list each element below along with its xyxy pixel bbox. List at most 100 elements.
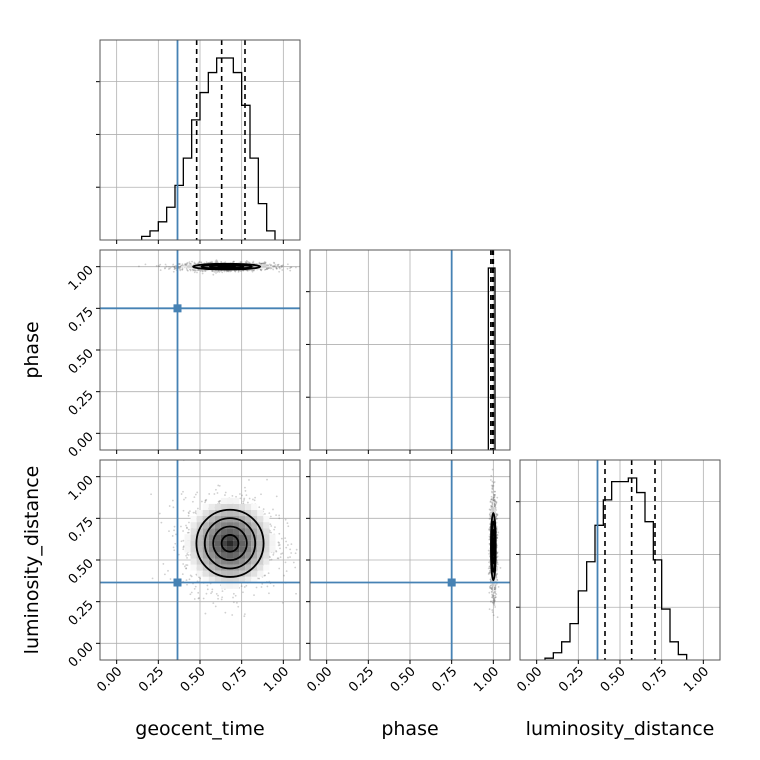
density-cell bbox=[263, 558, 270, 565]
sample-point bbox=[160, 521, 163, 524]
sample-point bbox=[490, 501, 493, 504]
sample-point bbox=[488, 517, 491, 520]
density-cell bbox=[214, 509, 221, 517]
sample-point bbox=[204, 500, 207, 502]
sample-point bbox=[181, 267, 184, 270]
sample-point bbox=[204, 270, 207, 272]
density-cell bbox=[260, 265, 267, 267]
sample-point bbox=[158, 265, 161, 268]
sample-point bbox=[224, 491, 227, 494]
joint-geocent_time-luminosity_distance: 0.000.250.500.751.000.00 0.25 0.50 0.75 1.00 bbox=[66, 459, 301, 695]
joint-content bbox=[138, 259, 300, 276]
sample-point bbox=[186, 531, 189, 534]
sample-point bbox=[492, 599, 495, 602]
sample-point bbox=[489, 479, 492, 481]
sample-point bbox=[187, 511, 190, 514]
sample-point bbox=[253, 594, 255, 596]
sample-point bbox=[169, 266, 172, 269]
sample-point bbox=[211, 588, 214, 591]
sample-point bbox=[186, 269, 189, 271]
density-cell bbox=[190, 522, 197, 529]
sample-point bbox=[206, 588, 209, 591]
sample-point bbox=[144, 263, 147, 266]
sample-point bbox=[295, 548, 298, 551]
sample-point bbox=[289, 267, 291, 270]
sample-point bbox=[217, 597, 219, 600]
sample-point bbox=[287, 544, 289, 546]
density-cell bbox=[181, 266, 188, 268]
sample-point bbox=[184, 496, 187, 499]
sample-point bbox=[487, 572, 490, 575]
density-cell bbox=[245, 540, 252, 547]
sample-point bbox=[287, 556, 289, 559]
sample-point bbox=[499, 567, 502, 569]
density-cell bbox=[245, 516, 252, 523]
density-cell bbox=[220, 552, 227, 559]
density-cell bbox=[208, 564, 215, 571]
density-cell bbox=[196, 564, 203, 571]
sample-point bbox=[496, 537, 499, 539]
sample-point bbox=[198, 261, 201, 264]
density-cell bbox=[251, 528, 258, 535]
density-cell bbox=[233, 528, 240, 535]
sample-point bbox=[289, 266, 292, 269]
sample-point bbox=[266, 268, 268, 271]
density-cell bbox=[266, 266, 273, 267]
density-cell bbox=[269, 540, 276, 547]
density-cell bbox=[226, 564, 234, 571]
sample-point bbox=[489, 509, 492, 511]
sample-point bbox=[173, 268, 176, 271]
sample-point bbox=[266, 267, 269, 269]
sample-point bbox=[493, 601, 495, 604]
sample-point bbox=[264, 261, 267, 264]
sample-point bbox=[495, 512, 498, 515]
joint-content bbox=[487, 468, 502, 619]
x-tick-label: 0.50 bbox=[388, 664, 419, 695]
sample-point bbox=[488, 571, 491, 574]
sample-point bbox=[490, 498, 493, 501]
sample-point bbox=[272, 508, 274, 511]
sample-point bbox=[203, 269, 206, 272]
sample-point bbox=[495, 593, 498, 595]
sample-point bbox=[205, 592, 208, 595]
density-cell bbox=[211, 266, 218, 267]
density-cell bbox=[202, 576, 209, 583]
sample-point bbox=[489, 586, 491, 589]
sample-point bbox=[197, 591, 200, 594]
density-cell bbox=[184, 540, 191, 547]
sample-point bbox=[212, 602, 215, 605]
density-cell bbox=[239, 522, 246, 529]
density-cell bbox=[208, 534, 215, 541]
density-cell bbox=[263, 546, 270, 553]
sample-point bbox=[493, 499, 496, 502]
sample-point bbox=[181, 263, 184, 266]
sample-point bbox=[247, 261, 250, 264]
density-cell bbox=[257, 516, 264, 523]
density-cell bbox=[241, 265, 248, 267]
density-cell bbox=[220, 558, 227, 565]
density-cell bbox=[263, 552, 270, 559]
joint-content bbox=[150, 460, 298, 618]
density-cell bbox=[187, 268, 194, 270]
sample-point bbox=[167, 569, 169, 572]
sample-point bbox=[489, 587, 492, 589]
density-cell bbox=[263, 534, 270, 541]
sample-point bbox=[232, 260, 235, 263]
sample-point bbox=[494, 501, 497, 504]
sample-point bbox=[268, 263, 271, 266]
sample-point bbox=[277, 541, 280, 544]
sample-point bbox=[182, 490, 184, 493]
sample-point bbox=[221, 271, 224, 274]
sample-point bbox=[217, 594, 219, 597]
density-cell bbox=[196, 516, 203, 523]
density-cell bbox=[251, 522, 258, 529]
x-tick-label: 0.25 bbox=[136, 664, 167, 695]
sample-point bbox=[236, 601, 238, 604]
sample-point bbox=[193, 271, 196, 274]
sample-point bbox=[172, 270, 175, 273]
sample-point bbox=[188, 261, 191, 264]
sample-point bbox=[494, 588, 496, 591]
sample-point bbox=[280, 537, 283, 540]
sample-point bbox=[495, 517, 498, 520]
density-cell bbox=[196, 552, 203, 559]
